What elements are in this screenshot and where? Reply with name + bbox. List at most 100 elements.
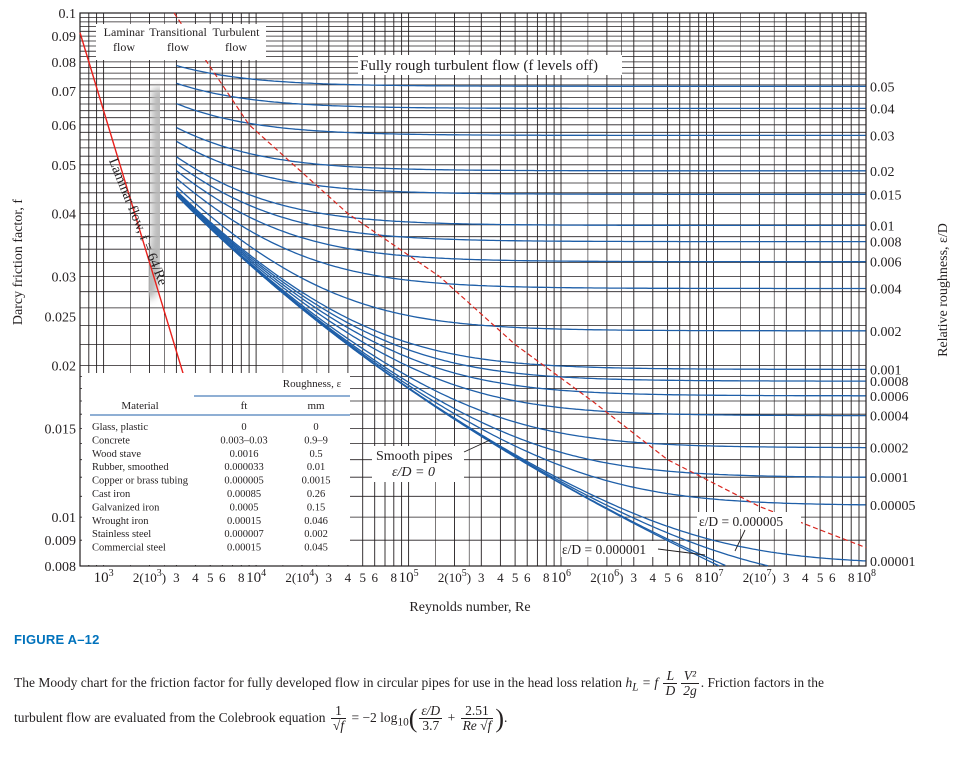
roughness-label: 0.006 — [870, 256, 902, 271]
x-tick-label: 3 — [478, 570, 485, 585]
cole-sqrtf: √f — [332, 718, 345, 734]
y-tick-label: 0.06 — [52, 119, 77, 134]
roughness-label: 0.001 — [870, 363, 902, 378]
roughness-curve — [175, 191, 866, 382]
ed5-label: ε/D = 0.000005 — [699, 514, 783, 529]
y-tick-label: 0.01 — [52, 511, 77, 526]
x-tick-label: 6 — [371, 570, 378, 585]
cole-one: 1 — [330, 704, 347, 720]
roughness-label: 0.0002 — [870, 442, 909, 457]
table-cell-mm: 0 — [313, 422, 318, 433]
table-cell-ft: 0.000033 — [224, 462, 263, 473]
table-cell-material: Rubber, smoothed — [92, 462, 169, 473]
table-cell-mm: 0.26 — [307, 489, 325, 500]
cole-mid: = −2 log — [348, 709, 398, 725]
x-tick-label: 8 — [543, 570, 550, 585]
roughness-curve — [175, 190, 866, 371]
table-header-mm: mm — [307, 400, 325, 412]
roughness-label: 0.01 — [870, 219, 895, 234]
roughness-curve — [176, 140, 866, 195]
roughness-curve — [175, 177, 866, 290]
roughness-label: 0.00005 — [870, 499, 916, 514]
x-tick-label: 8 — [391, 570, 398, 585]
roughness-label: 0.0001 — [870, 471, 909, 486]
regime-label-turbulent: Turbulent — [213, 25, 261, 39]
roughness-label: 0.004 — [870, 283, 902, 298]
table-cell-mm: 0.0015 — [302, 476, 331, 487]
y-axis-label: Darcy friction factor, f — [11, 199, 26, 325]
moody-chart: 103 2(103) 3 4 5 6 8 104 2(104) 3 4 5 6 8 105 2(105) 3 4 5… — [11, 7, 951, 615]
roughness-curve — [176, 102, 866, 137]
table-header-material: Material — [121, 400, 158, 412]
table-cell-ft: 0.0016 — [230, 449, 259, 460]
table-cell-mm: 0.15 — [307, 502, 325, 513]
paren-close: ) — [495, 703, 505, 733]
x-tick-label: 3 — [783, 570, 790, 585]
hl-eq: = f — [638, 675, 659, 690]
x-tick-label: 6 — [676, 570, 683, 585]
table-header-ft: ft — [241, 400, 248, 412]
cole-37: 3.7 — [422, 718, 440, 734]
table-cell-material: Copper or brass tubing — [92, 476, 189, 487]
frac-D: D — [665, 683, 676, 699]
x-tick-label: 107 — [704, 568, 724, 586]
roughness-curve — [175, 194, 720, 567]
roughness-curve — [175, 192, 866, 397]
smooth-eD-label: ε/D = 0 — [392, 465, 435, 480]
x-tick-label: 5 — [207, 570, 214, 585]
table-cell-ft: 0.00015 — [227, 516, 261, 527]
figure-caption: The Moody chart for the friction factor … — [14, 668, 825, 734]
y-tick-label: 0.03 — [52, 271, 77, 286]
table-cell-material: Cast iron — [92, 489, 131, 500]
x-tick-label: 8 — [848, 570, 855, 585]
regime-sublabel-laminar: flow — [113, 40, 135, 54]
regime-label-transitional: Transitional — [149, 25, 207, 39]
roughness-curve — [175, 193, 866, 449]
table-cell-mm: 0.046 — [304, 516, 328, 527]
table-cell-ft: 0.000005 — [224, 476, 263, 487]
x-axis-ticks: 103 2(103) 3 4 5 6 8 104 2(104) 3 4 5 6 8 105 2(105) 3 4 5… — [94, 568, 876, 586]
x-tick-label: 6 — [524, 570, 531, 585]
table-cell-material: Concrete — [92, 435, 130, 446]
y-tick-label: 0.02 — [52, 359, 77, 374]
x-tick-label: 4 — [650, 570, 657, 585]
y-tick-label: 0.015 — [45, 422, 77, 437]
regime-sublabel-turbulent: flow — [225, 40, 247, 54]
roughness-curve — [176, 170, 866, 263]
x-tick-label: 4 — [345, 570, 352, 585]
table-cell-material: Stainless steel — [92, 529, 151, 540]
ed1-label: ε/D = 0.000001 — [562, 542, 646, 557]
table-cell-material: Commercial steel — [92, 543, 166, 554]
y-tick-label: 0.1 — [59, 7, 77, 22]
caption-part3: turbulent flow are evaluated from the Co… — [14, 709, 326, 725]
table-cell-mm: 0.045 — [304, 543, 328, 554]
roughness-labels: 0.05 0.04 0.03 0.02 0.015 0.01 0.008 0.006 0.004… — [870, 80, 916, 570]
frac-ed-37: ε/D 3.7 — [419, 704, 443, 734]
y-tick-label: 0.04 — [52, 208, 77, 223]
roughness-curve — [176, 64, 866, 87]
fully-rough-bg — [358, 55, 622, 75]
regime-label-laminar: Laminar — [104, 25, 145, 39]
y-tick-label: 0.05 — [52, 159, 77, 174]
smooth-label: Smooth pipes — [376, 449, 453, 464]
table-cell-mm: 0.01 — [307, 462, 325, 473]
table-cell-mm: 0.5 — [309, 449, 322, 460]
table-cell-material: Wood stave — [92, 449, 141, 460]
ed1-leader — [657, 548, 706, 556]
regime-sublabel-transitional: flow — [167, 40, 189, 54]
roughness-curve — [176, 156, 866, 227]
roughness-curve — [175, 192, 866, 417]
table-cell-material: Glass, plastic — [92, 422, 148, 433]
roughness-label: 0.05 — [870, 80, 895, 95]
x-axis-label: Reynolds number, Re — [409, 600, 530, 615]
roughness-label: 0.03 — [870, 129, 895, 144]
frac-L: L — [663, 669, 678, 685]
x-tick-label: 8 — [238, 570, 245, 585]
roughness-curve — [176, 82, 866, 110]
x-tick-label: 2(104) — [285, 568, 318, 585]
x-tick-label: 103 — [94, 568, 114, 586]
x-tick-label: 3 — [326, 570, 333, 585]
table-cell-mm: 0.002 — [304, 529, 328, 540]
x-tick-label: 2(105) — [438, 568, 471, 585]
